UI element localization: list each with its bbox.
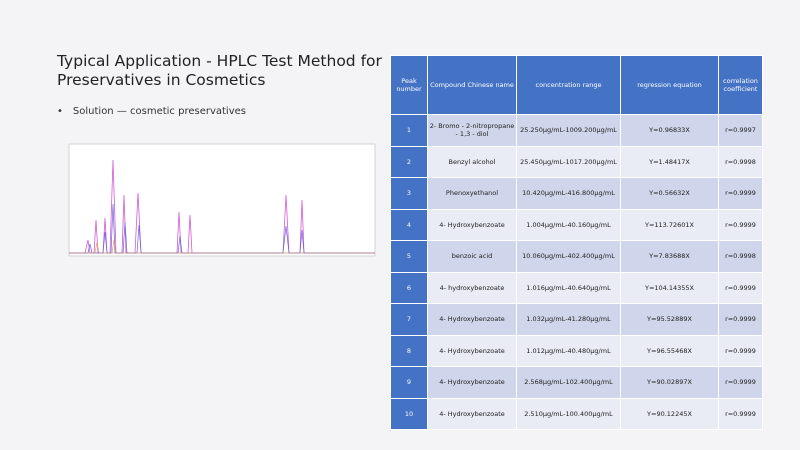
table-cell: 1.032μg/mL-41.280μg/mL xyxy=(516,303,621,336)
table-cell: Y=90.02897X xyxy=(620,366,719,399)
table-cell: r=0.9999 xyxy=(718,334,763,367)
table-cell: Y=95.52889X xyxy=(620,303,719,336)
table-cell: Y=7.83688X xyxy=(620,240,719,273)
table-row: 2 Benzyl alcohol 25.450μg/mL-1017.200μg/mL… xyxy=(390,145,763,178)
table-cell: r=0.9998 xyxy=(718,240,763,273)
column-header: concentration range xyxy=(516,55,621,115)
table-row: 9 4- Hydroxybenzoate 2.568μg/mL-102.400μg/… xyxy=(390,366,763,399)
column-header: regression equation xyxy=(620,55,719,115)
table-cell: 7 xyxy=(390,303,428,336)
table-cell: 4- Hydroxybenzoate xyxy=(427,303,517,336)
table-cell: 1.004μg/mL-40.160μg/mL xyxy=(516,208,621,241)
table-cell: 4- Hydroxybenzoate xyxy=(427,208,517,241)
table-cell: r=0.9998 xyxy=(718,145,763,178)
column-header: Compound Chinese name xyxy=(427,55,517,115)
table-cell: benzoic acid xyxy=(427,240,517,273)
table-cell: 2- Bromo - 2-nitropropane - 1,3 - diol xyxy=(427,114,517,147)
table-cell: 4- Hydroxybenzoate xyxy=(427,366,517,399)
table-row: 7 4- Hydroxybenzoate 1.032μg/mL-41.280μg/m… xyxy=(390,303,763,336)
table-cell: 1 xyxy=(390,114,428,147)
table-cell: 2.568μg/mL-102.400μg/mL xyxy=(516,366,621,399)
table-cell: r=0.9999 xyxy=(718,397,763,430)
table-cell: 10.420μg/mL-416.800μg/mL xyxy=(516,177,621,210)
table-cell: 10.060μg/mL-402.400μg/mL xyxy=(516,240,621,273)
table-row: 8 4- Hydroxybenzoate 1.012μg/mL-40.480μg/m… xyxy=(390,334,763,367)
bullet-text: Solution — cosmetic preservatives xyxy=(72,106,246,117)
table-cell: 3 xyxy=(390,177,428,210)
table-cell: 2.510μg/mL-100.400μg/mL xyxy=(516,397,621,430)
table-cell: Y=104.14355X xyxy=(620,271,719,304)
data-table: Peak number Compound Chinese name concentr… xyxy=(390,55,763,430)
table-cell: 2 xyxy=(390,145,428,178)
table-cell: 25.250μg/mL-1009.200μg/mL xyxy=(516,114,621,147)
header-row: Peak number Compound Chinese name concentr… xyxy=(390,55,763,115)
table-cell: Y=113.72601X xyxy=(620,208,719,241)
bullet-item: • Solution — cosmetic preservatives xyxy=(57,106,246,117)
table-cell: Phenoxyethanol xyxy=(427,177,517,210)
table-cell: r=0.9999 xyxy=(718,271,763,304)
table-row: 10 4- Hydroxybenzoate 2.510μg/mL-100.400μg… xyxy=(390,397,763,430)
table-cell: 1.016μg/mL-40.640μg/mL xyxy=(516,271,621,304)
table-cell: r=0.9999 xyxy=(718,303,763,336)
table-cell: 25.450μg/mL-1017.200μg/mL xyxy=(516,145,621,178)
table-cell: r=0.9999 xyxy=(718,177,763,210)
chromatogram xyxy=(68,143,376,257)
table-cell: r=0.9999 xyxy=(718,208,763,241)
table-cell: 5 xyxy=(390,240,428,273)
table-cell: 4- Hydroxybenzoate xyxy=(427,397,517,430)
table-row: 3 Phenoxyethanol 10.420μg/mL-416.800μg/mL Y… xyxy=(390,177,763,210)
table-cell: 4- hydroxybenzoate xyxy=(427,271,517,304)
table-cell: r=0.9999 xyxy=(718,366,763,399)
column-header: correlation coefficient xyxy=(718,55,763,115)
table-row: 4 4- Hydroxybenzoate 1.004μg/mL-40.160μg/m… xyxy=(390,208,763,241)
table-body: 1 2- Bromo - 2-nitropropane - 1,3 - diol 2… xyxy=(390,114,763,430)
table-cell: Benzyl alcohol xyxy=(427,145,517,178)
table-cell: Y=0.96833X xyxy=(620,114,719,147)
table-cell: 10 xyxy=(390,397,428,430)
table-cell: Y=0.56632X xyxy=(620,177,719,210)
table-cell: 6 xyxy=(390,271,428,304)
table-cell: Y=90.12245X xyxy=(620,397,719,430)
table-cell: 9 xyxy=(390,366,428,399)
table-row: 1 2- Bromo - 2-nitropropane - 1,3 - diol 2… xyxy=(390,114,763,147)
table-cell: r=0.9997 xyxy=(718,114,763,147)
table-row: 5 benzoic acid 10.060μg/mL-402.400μg/mL Y=7… xyxy=(390,240,763,273)
table-cell: 4- Hydroxybenzoate xyxy=(427,334,517,367)
table-cell: Y=96.55468X xyxy=(620,334,719,367)
table-cell: 1.012μg/mL-40.480μg/mL xyxy=(516,334,621,367)
slide-title: Typical Application - HPLC Test Method f… xyxy=(57,52,382,89)
table-row: 6 4- hydroxybenzoate 1.016μg/mL-40.640μg/m… xyxy=(390,271,763,304)
table-cell: Y=1.48417X xyxy=(620,145,719,178)
column-header: Peak number xyxy=(390,55,428,115)
table-cell: 4 xyxy=(390,208,428,241)
table-cell: 8 xyxy=(390,334,428,367)
